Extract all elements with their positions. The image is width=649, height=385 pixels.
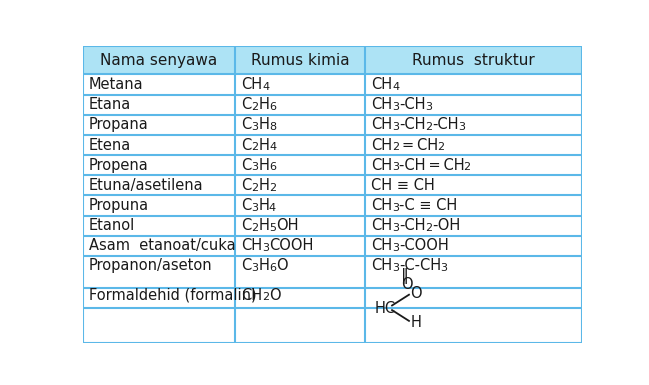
Text: O: O: [276, 258, 288, 273]
Text: 3: 3: [392, 102, 399, 112]
Text: 2: 2: [463, 162, 471, 172]
Text: CH: CH: [371, 117, 393, 132]
Text: 3: 3: [251, 162, 258, 172]
Text: -CH: -CH: [432, 117, 458, 132]
Text: 3: 3: [392, 203, 399, 213]
Text: -CH ═ CH: -CH ═ CH: [399, 158, 465, 173]
Text: Rumus  struktur: Rumus struktur: [412, 53, 535, 68]
Text: CH: CH: [371, 238, 393, 253]
Text: CH: CH: [241, 288, 262, 303]
Text: 8: 8: [269, 122, 276, 132]
Text: -CH: -CH: [399, 218, 425, 233]
Text: Etuna/asetilena: Etuna/asetilena: [89, 178, 204, 193]
Text: 3: 3: [440, 263, 447, 273]
Text: 2: 2: [262, 293, 269, 302]
Text: 3: 3: [392, 223, 399, 233]
Text: 2: 2: [251, 223, 258, 233]
Text: Propuna: Propuna: [89, 198, 149, 213]
Text: ═ CH: ═ CH: [399, 137, 438, 152]
Text: 5: 5: [269, 223, 276, 233]
Text: 3: 3: [392, 243, 399, 253]
Text: -C ≡ CH: -C ≡ CH: [399, 198, 457, 213]
Text: H: H: [258, 178, 269, 193]
Text: Rumus kimia: Rumus kimia: [251, 53, 349, 68]
Text: C: C: [241, 137, 252, 152]
Text: Asam  etanoat/cuka: Asam etanoat/cuka: [89, 238, 236, 253]
Text: H: H: [411, 315, 421, 330]
Text: CH: CH: [241, 77, 262, 92]
Text: 3: 3: [392, 162, 399, 172]
Text: -OH: -OH: [432, 218, 460, 233]
Text: 2: 2: [251, 182, 258, 192]
Text: 3: 3: [251, 263, 258, 273]
Text: 2: 2: [392, 142, 399, 152]
Text: CH ≡ CH: CH ≡ CH: [371, 178, 435, 193]
Text: O: O: [269, 288, 280, 303]
Text: 4: 4: [392, 82, 399, 92]
Text: Propena: Propena: [89, 158, 149, 173]
Text: H: H: [258, 218, 269, 233]
Text: 4: 4: [269, 203, 276, 213]
Text: -C-CH: -C-CH: [399, 258, 441, 273]
Text: H: H: [258, 158, 269, 173]
Text: 2: 2: [251, 142, 258, 152]
Text: C: C: [241, 198, 252, 213]
Text: 3: 3: [251, 203, 258, 213]
Text: C: C: [241, 218, 252, 233]
Text: 3: 3: [251, 122, 258, 132]
Text: CH: CH: [371, 198, 393, 213]
Text: COOH: COOH: [269, 238, 313, 253]
Text: 3: 3: [392, 122, 399, 132]
Text: H: H: [258, 97, 269, 112]
Text: -CH: -CH: [399, 117, 425, 132]
Text: 3: 3: [262, 243, 269, 253]
Text: O: O: [411, 286, 422, 301]
Text: HC: HC: [375, 301, 397, 316]
Text: 4: 4: [269, 142, 276, 152]
Text: Etanol: Etanol: [89, 218, 135, 233]
Text: 2: 2: [437, 142, 445, 152]
Text: CH: CH: [371, 97, 393, 112]
Text: 3: 3: [458, 122, 465, 132]
Text: 6: 6: [269, 162, 276, 172]
Text: Propana: Propana: [89, 117, 149, 132]
Text: Etena: Etena: [89, 137, 131, 152]
Text: -CH: -CH: [399, 97, 425, 112]
Text: CH: CH: [371, 137, 393, 152]
Text: H: H: [258, 258, 269, 273]
Text: O: O: [401, 277, 413, 292]
Text: ‖: ‖: [400, 268, 408, 284]
Text: CH: CH: [371, 77, 393, 92]
Text: CH: CH: [371, 218, 393, 233]
Text: CH: CH: [371, 258, 393, 273]
Text: C: C: [241, 117, 252, 132]
Text: 2: 2: [425, 122, 432, 132]
Text: C: C: [241, 258, 252, 273]
Text: Etana: Etana: [89, 97, 131, 112]
Text: C: C: [241, 178, 252, 193]
Text: 2: 2: [425, 223, 432, 233]
Text: Propanon/aseton: Propanon/aseton: [89, 258, 212, 273]
Text: H: H: [258, 198, 269, 213]
Text: Metana: Metana: [89, 77, 143, 92]
Text: OH: OH: [276, 218, 299, 233]
Text: 4: 4: [262, 82, 269, 92]
Text: 6: 6: [269, 102, 276, 112]
Text: 2: 2: [269, 182, 276, 192]
Text: 6: 6: [269, 263, 276, 273]
Text: H: H: [258, 137, 269, 152]
Text: 3: 3: [425, 102, 432, 112]
Text: Nama senyawa: Nama senyawa: [101, 53, 217, 68]
Text: H: H: [258, 117, 269, 132]
Text: C: C: [241, 97, 252, 112]
Text: 2: 2: [251, 102, 258, 112]
Text: 3: 3: [392, 263, 399, 273]
Text: CH: CH: [241, 238, 262, 253]
Text: CH: CH: [371, 158, 393, 173]
Bar: [83, 46, 583, 74]
Text: -COOH: -COOH: [399, 238, 448, 253]
Text: C: C: [241, 158, 252, 173]
Text: Formaldehid (formalin): Formaldehid (formalin): [89, 288, 256, 303]
